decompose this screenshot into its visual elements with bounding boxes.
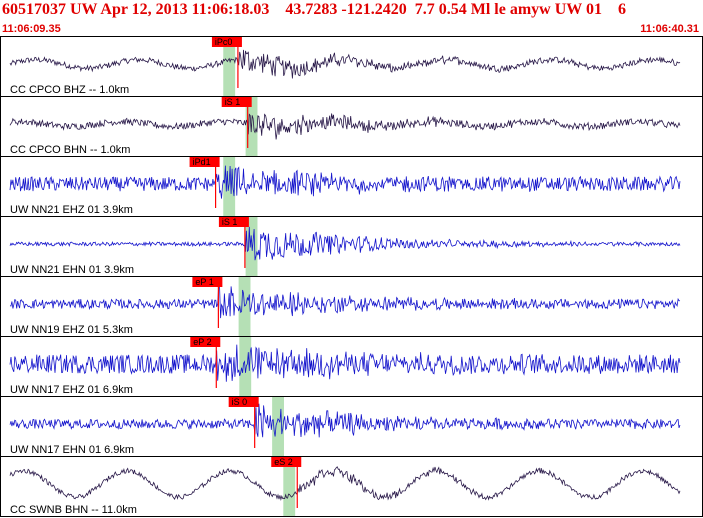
start-time-label: 11:06:09.35 — [2, 23, 61, 35]
station-label: UW NN21 EHZ 01 3.9km — [10, 204, 133, 216]
station-label: UW NN17 EHZ 01 6.9km — [10, 384, 133, 396]
pick-label: iS 1 — [225, 97, 241, 107]
analysis-window-band — [283, 457, 296, 516]
pick-label: iS 0 — [232, 397, 248, 407]
pick-label: iPd1 — [193, 157, 211, 167]
pick-label: eS 2 — [274, 457, 293, 467]
pick-label: iPc0 — [215, 37, 233, 47]
trace-panel: eP 1 UW NN19 EHZ 01 5.3km — [0, 276, 703, 337]
trace-panel: iPd1 UW NN21 EHZ 01 3.9km — [0, 156, 703, 217]
waveform-trace — [9, 165, 681, 199]
trace-panel: eP 2 UW NN17 EHZ 01 6.9km — [0, 336, 703, 397]
event-header: 60517037 UW Apr 12, 2013 11:06:18.03 43.… — [0, 0, 703, 36]
trace-panel: eS 2 CC SWNB BHN -- 11.0km — [0, 456, 703, 517]
pick-label-box — [228, 397, 259, 407]
pick-label: eP 1 — [195, 277, 213, 287]
pick-label: iS 1 — [222, 217, 238, 227]
event-title: 60517037 UW Apr 12, 2013 11:06:18.03 43.… — [2, 1, 626, 18]
seismogram-plot: iPc0 CC CPCO BHZ -- 1.0km iS 1 CC CPCO BHN … — [0, 36, 703, 517]
station-label: CC CPCO BHZ -- 1.0km — [10, 84, 129, 96]
station-label: CC CPCO BHN -- 1.0km — [10, 144, 130, 156]
trace-panel: iS 0 UW NN17 EHN 01 6.9km — [0, 396, 703, 457]
pick-label-box — [218, 217, 249, 227]
waveform-trace — [9, 344, 681, 382]
analysis-window-band — [238, 277, 251, 336]
waveform-trace — [9, 466, 681, 501]
pick-label-box — [211, 37, 242, 47]
station-label: UW NN19 EHZ 01 5.3km — [10, 324, 133, 336]
analysis-window-band — [223, 37, 236, 96]
station-label: CC SWNB BHN -- 11.0km — [10, 504, 137, 516]
analysis-window-band — [272, 397, 284, 456]
pick-label: eP 2 — [193, 337, 211, 347]
trace-panels: iPc0 CC CPCO BHZ -- 1.0km iS 1 CC CPCO BHN … — [0, 36, 703, 517]
waveform-trace — [9, 226, 681, 261]
pick-label-box — [190, 337, 221, 347]
pick-label-box — [221, 97, 252, 107]
pick-label-box — [271, 457, 302, 467]
trace-panel: iPc0 CC CPCO BHZ -- 1.0km — [0, 36, 703, 97]
analysis-window-band — [223, 157, 236, 216]
pick-label-box — [192, 277, 223, 287]
waveform-trace — [9, 285, 681, 319]
end-time-label: 11:06:40.31 — [640, 23, 699, 35]
waveform-trace — [9, 49, 681, 79]
pick-label-box — [189, 157, 220, 167]
station-label: UW NN21 EHN 01 3.9km — [10, 264, 134, 276]
trace-panel: iS 1 CC CPCO BHN -- 1.0km — [0, 96, 703, 157]
waveform-trace — [9, 403, 681, 438]
station-label: UW NN17 EHN 01 6.9km — [10, 444, 134, 456]
trace-panel: iS 1 UW NN21 EHN 01 3.9km — [0, 216, 703, 277]
waveform-trace — [9, 113, 681, 140]
